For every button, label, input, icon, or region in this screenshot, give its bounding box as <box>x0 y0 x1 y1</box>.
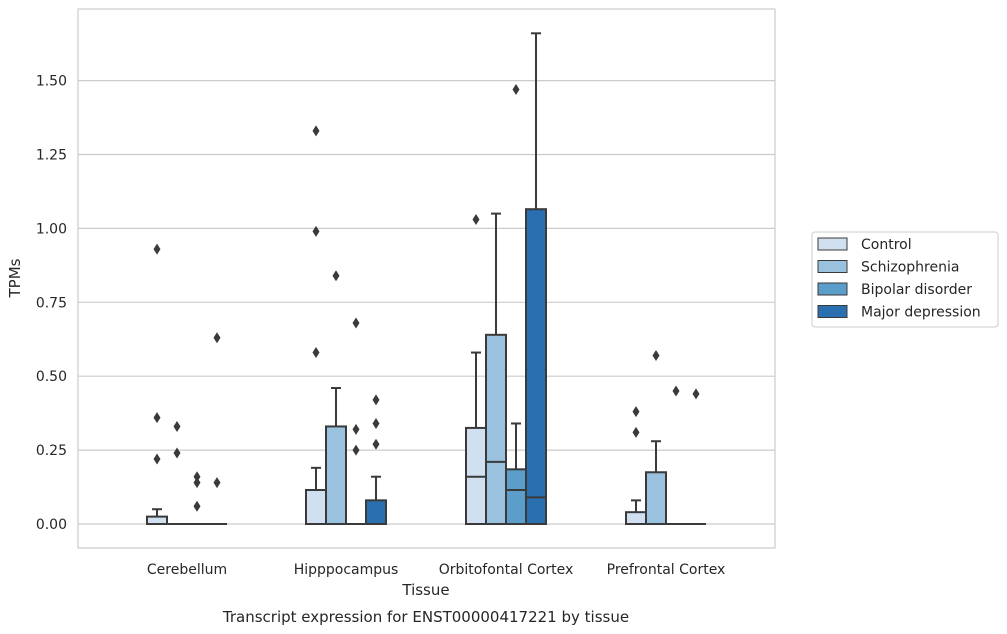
x-tick-label: Hipppocampus <box>294 562 399 578</box>
y-tick-label: 1.50 <box>36 74 67 90</box>
box-schizophrenia <box>325 387 347 525</box>
y-tick-label: 0.25 <box>36 443 67 459</box>
box-body <box>305 489 327 526</box>
y-tick-label: 0.50 <box>36 369 67 385</box>
box-major-depression <box>365 475 387 525</box>
outlier-point <box>213 477 221 489</box>
y-tick-label: 1.00 <box>36 221 67 237</box>
x-axis-label: Tissue <box>401 581 449 599</box>
box-body <box>485 333 507 526</box>
outlier-point <box>153 412 161 424</box>
box-major-depression <box>525 32 547 525</box>
y-axis-ticks: 0.00 0.25 0.50 0.75 1.00 1.25 1.50 <box>36 74 67 533</box>
chart-caption: Transcript expression for ENST0000041722… <box>222 608 629 626</box>
outlier-point <box>153 453 161 465</box>
outlier-point <box>372 438 380 450</box>
box-series <box>146 32 706 526</box>
x-tick-label: Prefrontal Cortex <box>607 562 726 578</box>
outlier-point <box>472 214 480 226</box>
box-body <box>365 499 387 525</box>
legend-frame <box>811 231 999 328</box>
legend-swatch <box>817 237 848 251</box>
outlier-point <box>652 350 660 362</box>
outlier-point <box>312 125 320 137</box>
box-body <box>146 515 168 525</box>
outlier-point <box>332 270 340 282</box>
y-tick-label: 0.00 <box>36 517 67 533</box>
legend-swatch <box>817 282 848 296</box>
outlier-point <box>632 406 640 418</box>
outlier-point <box>193 477 201 489</box>
y-axis-label: TPMs <box>6 258 24 298</box>
legend-swatch <box>817 260 848 273</box>
outlier-point <box>312 225 320 237</box>
legend-label: Bipolar disorder <box>861 282 972 298</box>
plot-area <box>77 8 776 549</box>
box-body <box>525 208 547 525</box>
box-body <box>625 511 647 526</box>
outlier-point <box>372 417 380 429</box>
box-control <box>146 508 168 525</box>
outlier-point <box>372 394 380 406</box>
outlier-point <box>173 447 181 459</box>
outlier-point <box>153 243 161 255</box>
y-tick-label: 0.75 <box>36 295 67 311</box>
outlier-point <box>352 444 360 456</box>
outlier-point <box>512 83 520 95</box>
legend-label: Control <box>861 237 912 253</box>
box-control <box>305 466 327 526</box>
outlier-point <box>213 332 221 344</box>
outlier-point <box>173 420 181 432</box>
box-body <box>505 468 527 525</box>
outlier-point <box>193 471 201 483</box>
box-schizophrenia <box>485 212 507 526</box>
outlier-point <box>692 388 700 400</box>
outlier-point <box>632 426 640 438</box>
legend-label: Major depression <box>861 305 981 321</box>
outlier-point <box>672 385 680 397</box>
outlier-point <box>352 317 360 329</box>
y-tick-label: 1.25 <box>36 148 67 164</box>
legend-swatch <box>817 305 848 318</box>
x-axis-ticks: Cerebellum Hipppocampus Orbitofontal Corte… <box>147 562 725 578</box>
gridlines <box>78 79 775 525</box>
legend-label: Schizophrenia <box>861 260 959 276</box>
outlier-point <box>193 500 201 512</box>
x-tick-label: Orbitofontal Cortex <box>439 562 574 578</box>
legend: Control Schizophrenia Bipolar disorder Majo… <box>811 231 999 328</box>
outlier-point <box>352 423 360 435</box>
outlier-point <box>312 347 320 359</box>
outlier-points <box>153 83 700 512</box>
box-body <box>645 471 667 525</box>
box-schizophrenia <box>645 440 667 525</box>
x-tick-label: Cerebellum <box>147 562 227 578</box>
box-body <box>325 425 347 525</box>
